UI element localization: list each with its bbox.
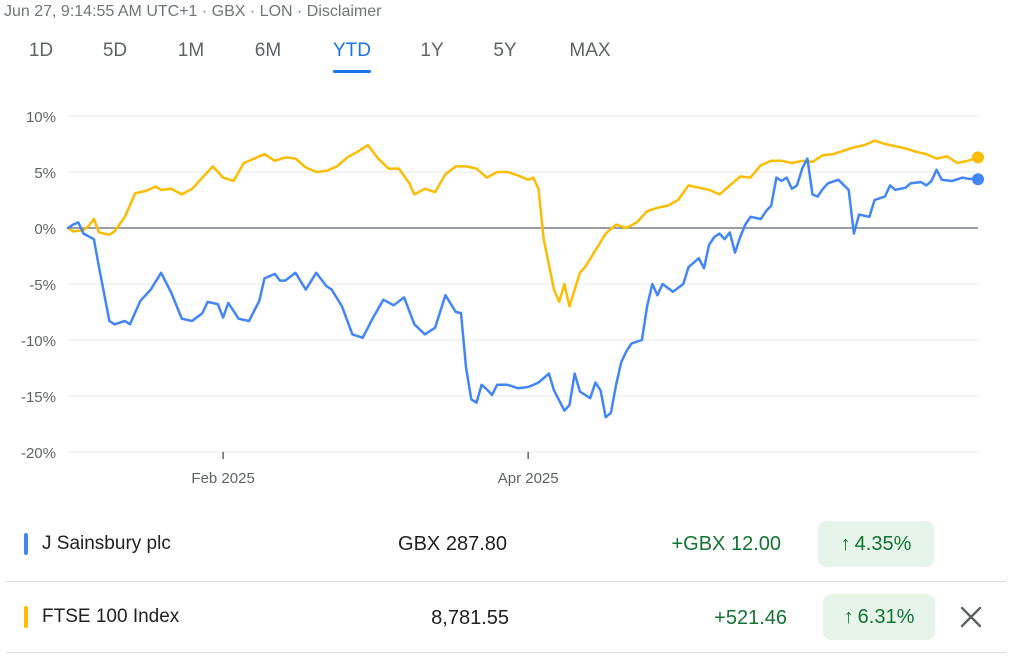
quote-meta: Jun 27, 9:14:55 AM UTC+1 · GBX · LON · D… (4, 3, 382, 20)
active-tab-indicator (333, 70, 371, 73)
comparison-chart[interactable]: 10% 5% 0% -5% -10% -15% -20% Feb 2025 Apr 2025 (0, 95, 1032, 495)
percent-change-value: 4.35% (854, 532, 912, 555)
series-change: +GBX 12.00 (671, 533, 781, 555)
y-tick-label: -10% (21, 333, 56, 350)
series-price: GBX 287.80 (398, 533, 507, 555)
series-line-ftse (66, 139, 980, 308)
y-axis-labels: 10% 5% 0% -5% -10% -15% -20% (21, 109, 56, 462)
y-tick-label: 0% (34, 221, 56, 238)
chart-grid (68, 115, 978, 453)
series-endpoint-sainsbury (972, 173, 984, 186)
series-name[interactable]: J Sainsbury plc (42, 533, 171, 554)
series-lines (66, 139, 984, 419)
row-divider (6, 652, 1006, 653)
y-tick-label: 10% (26, 109, 56, 126)
range-tabs: 1D 5D 1M 6M YTD 1Y 5Y MAX (0, 40, 660, 74)
series-endpoint-ftse (972, 151, 984, 164)
series-change: +521.46 (714, 607, 787, 629)
series-name[interactable]: FTSE 100 Index (42, 606, 180, 627)
y-tick-label: -20% (21, 445, 56, 462)
tab-1d[interactable]: 1D (28, 40, 54, 61)
series-price: 8,781.55 (431, 607, 509, 629)
tab-max[interactable]: MAX (569, 40, 611, 61)
x-axis: Feb 2025 Apr 2025 (191, 452, 559, 487)
percent-change-value: 6.31% (857, 605, 915, 628)
x-tick-label: Feb 2025 (191, 470, 254, 487)
arrow-up-icon: ↑ (843, 606, 854, 628)
row-divider (6, 581, 1006, 582)
series-line-sainsbury (66, 157, 980, 419)
series-color-swatch (24, 533, 28, 555)
tab-1m[interactable]: 1M (177, 40, 205, 61)
percent-change-badge: ↑ 6.31% (823, 594, 935, 640)
percent-change-badge: ↑ 4.35% (818, 521, 934, 567)
arrow-up-icon: ↑ (840, 533, 851, 555)
y-tick-label: -15% (21, 389, 56, 406)
y-tick-label: 5% (34, 165, 56, 182)
tab-5y[interactable]: 5Y (493, 40, 517, 61)
series-color-swatch (24, 606, 28, 628)
tab-5d[interactable]: 5D (102, 40, 128, 61)
tab-1y[interactable]: 1Y (420, 40, 444, 61)
tab-6m[interactable]: 6M (254, 40, 282, 61)
tab-ytd[interactable]: YTD (333, 40, 371, 61)
close-icon[interactable] (958, 604, 984, 630)
y-tick-label: -5% (29, 277, 56, 294)
x-tick-label: Apr 2025 (498, 470, 559, 487)
